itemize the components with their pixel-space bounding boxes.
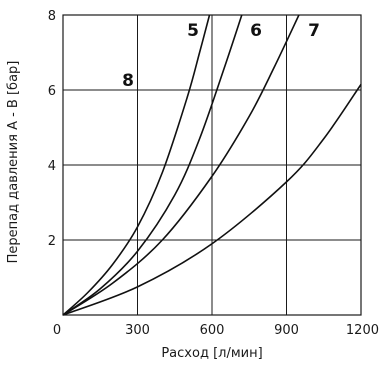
x-axis-title: Расход [л/мин]	[161, 346, 262, 361]
x-tick-label: 900	[274, 323, 299, 338]
x-tick-label: 0	[53, 323, 61, 338]
x-tick-label: 600	[200, 323, 225, 338]
curve-6	[62, 14, 243, 316]
y-axis-title: Перепад давления A - B [бар]	[6, 61, 21, 264]
curve-labels: 5 6 7 8	[122, 21, 320, 91]
y-tick-labels: 2 4 6 8	[48, 9, 56, 249]
curve-8	[62, 83, 362, 316]
curve-label-6: 6	[250, 21, 262, 41]
y-tick-label: 2	[48, 234, 56, 249]
curve-label-8: 8	[122, 71, 134, 91]
curve-5	[62, 14, 211, 316]
x-tick-label: 300	[125, 323, 150, 338]
curve-label-7: 7	[308, 21, 320, 41]
x-tick-labels: 0 300 600 900 1200	[53, 323, 379, 338]
y-tick-label: 4	[48, 159, 56, 174]
x-tick-label: 1200	[346, 323, 379, 338]
grid-lines	[63, 15, 361, 315]
plot-frame	[62, 14, 362, 316]
curve-7	[62, 14, 300, 316]
y-tick-label: 6	[48, 84, 56, 99]
curve-label-5: 5	[187, 21, 199, 41]
y-tick-label: 8	[48, 9, 56, 24]
curves	[62, 14, 362, 316]
